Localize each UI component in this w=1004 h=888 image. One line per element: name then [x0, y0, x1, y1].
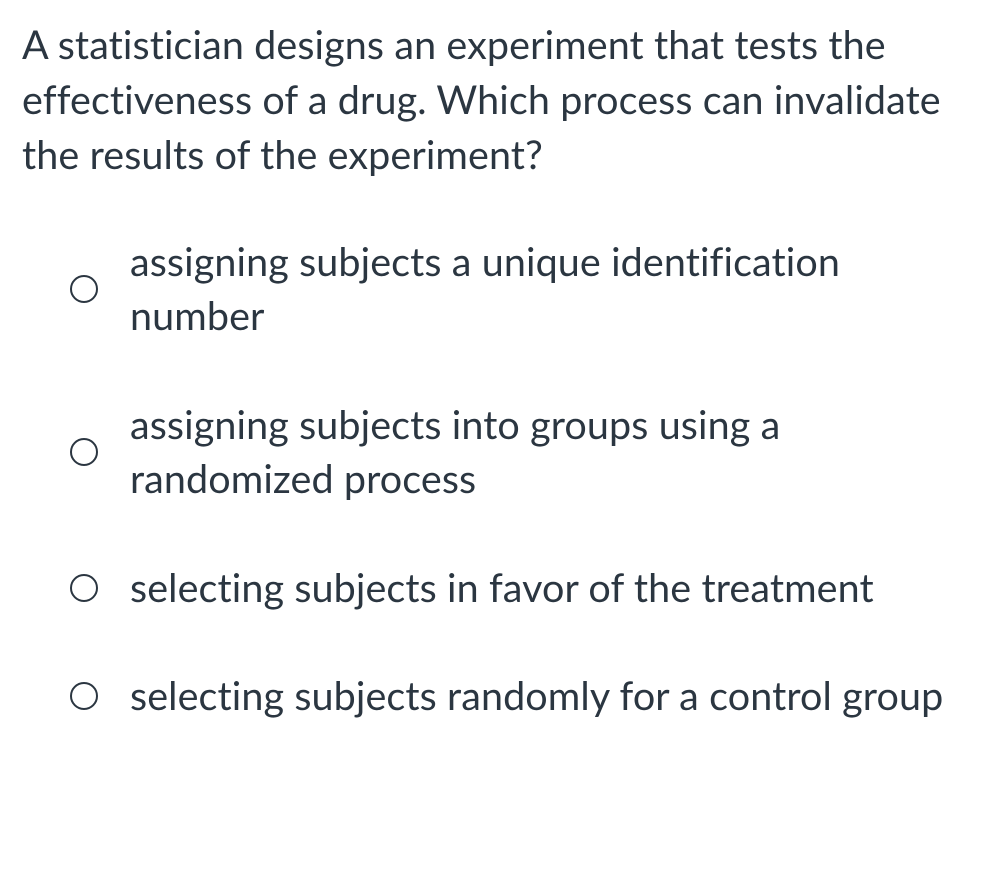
option-label: assigning subjects a unique identificati…	[130, 235, 950, 344]
option-3[interactable]: selecting subjects in favor of the treat…	[70, 561, 982, 616]
radio-icon[interactable]	[70, 682, 98, 710]
radio-icon[interactable]	[70, 275, 98, 303]
radio-icon[interactable]	[70, 438, 98, 466]
option-1[interactable]: assigning subjects a unique identificati…	[70, 235, 982, 344]
radio-icon[interactable]	[70, 574, 98, 602]
option-label: selecting subjects in favor of the treat…	[130, 561, 874, 616]
option-4[interactable]: selecting subjects randomly for a contro…	[70, 669, 982, 724]
option-label: assigning subjects into groups using a r…	[130, 398, 950, 507]
question-text: A statistician designs an experiment tha…	[22, 18, 982, 183]
option-2[interactable]: assigning subjects into groups using a r…	[70, 398, 982, 507]
quiz-container: A statistician designs an experiment tha…	[0, 0, 1004, 724]
option-label: selecting subjects randomly for a contro…	[130, 669, 943, 724]
options-list: assigning subjects a unique identificati…	[22, 235, 982, 724]
